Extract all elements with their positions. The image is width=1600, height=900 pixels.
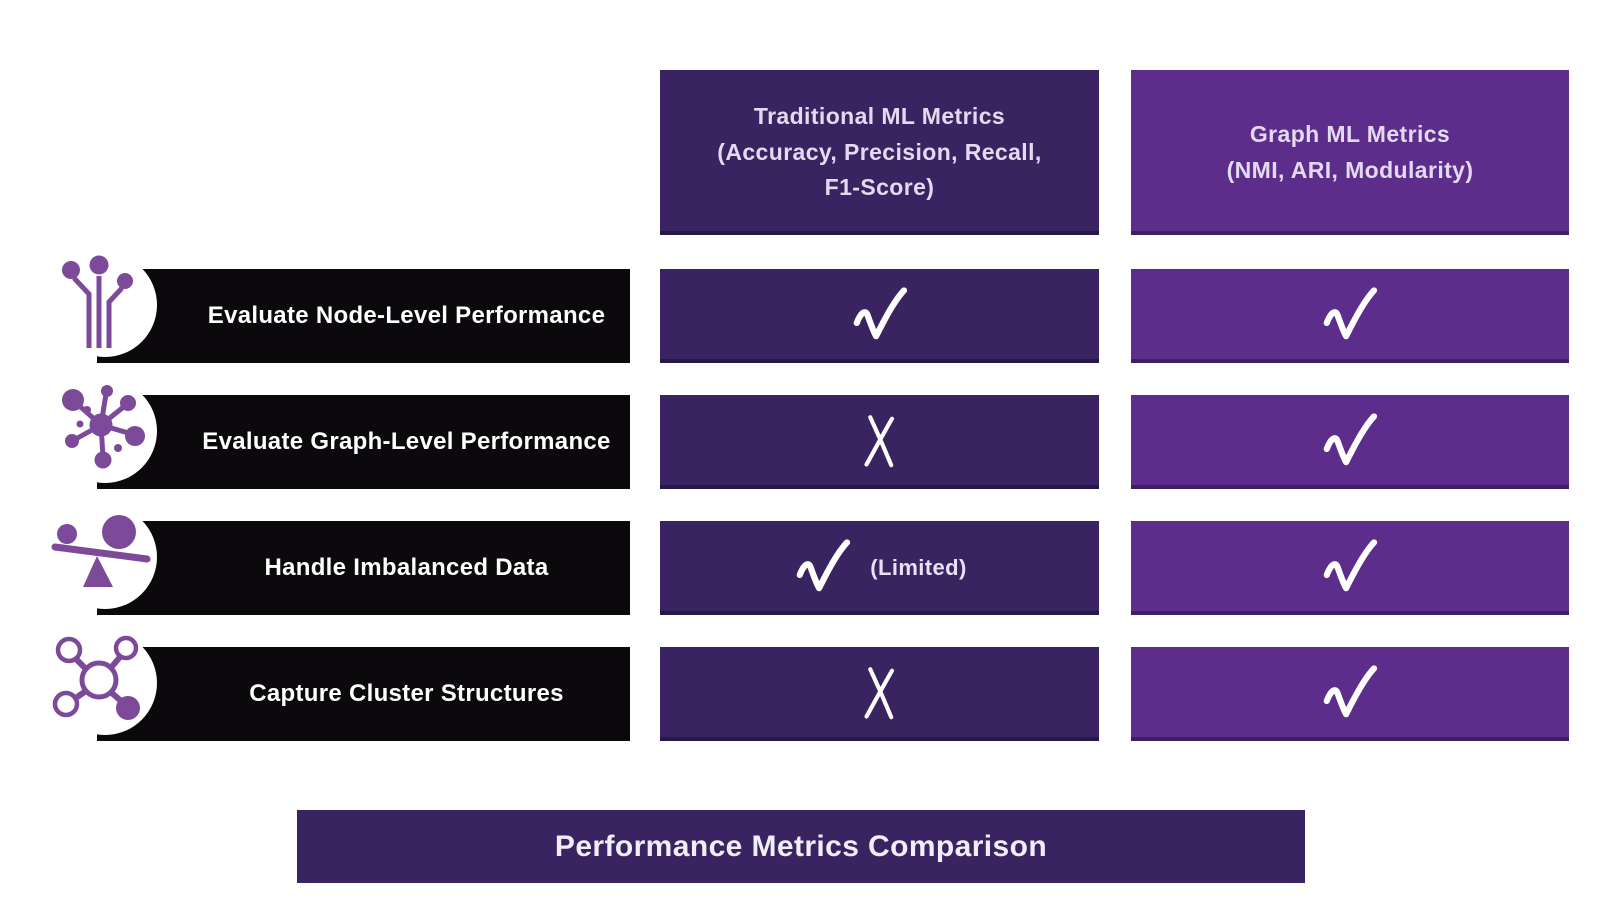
cross-icon [863, 415, 894, 468]
cell-node-level-graph [1131, 269, 1569, 363]
table-row: Capture Cluster Structures [0, 631, 1600, 741]
row-label-text: Evaluate Graph-Level Performance [202, 428, 611, 455]
cell-imbalanced-graph [1131, 521, 1569, 615]
check-icon [853, 287, 907, 340]
cell-cluster-graph [1131, 647, 1569, 741]
page-title: Performance Metrics Comparison [554, 829, 1048, 863]
check-icon [1323, 665, 1378, 718]
check-icon [1323, 539, 1378, 592]
row-label-text: Handle Imbalanced Data [264, 554, 549, 581]
cell-node-level-traditional [660, 269, 1099, 363]
check-icon [1323, 287, 1378, 340]
row-label-text: Capture Cluster Structures [249, 680, 564, 707]
row-label-imbalanced-data: Handle Imbalanced Data [51, 505, 630, 615]
network-hub-icon [51, 378, 151, 478]
balance-seesaw-icon [51, 504, 151, 604]
cell-imbalanced-traditional: (Limited) [660, 521, 1099, 615]
row-label-cluster-structures: Capture Cluster Structures [52, 631, 630, 741]
cell-graph-level-traditional [660, 395, 1099, 489]
table-row: Evaluate Graph-Level Performance [0, 379, 1600, 489]
cell-cluster-traditional [660, 647, 1099, 741]
cross-icon [863, 667, 894, 720]
row-label-graph-level: Evaluate Graph-Level Performance [53, 379, 630, 489]
row-label-text: Evaluate Node-Level Performance [207, 302, 606, 329]
cluster-molecule-icon [51, 630, 151, 730]
table-row: Handle Imbalanced Data (Limited) [0, 505, 1600, 615]
limited-note: (Limited) [870, 555, 967, 580]
table-row: Evaluate Node-Level Performance [0, 253, 1600, 363]
check-icon [796, 539, 851, 592]
row-label-node-level: Evaluate Node-Level Performance [53, 253, 630, 363]
check-icon [1323, 413, 1378, 466]
cell-graph-level-graph [1131, 395, 1569, 489]
node-pins-icon [51, 252, 151, 352]
footer-title-bar: Performance Metrics Comparison [297, 810, 1305, 883]
column-header-traditional-ml: Traditional ML Metrics (Accuracy, Precis… [660, 70, 1099, 235]
column-header-graph-ml: Graph ML Metrics (NMI, ARI, Modularity) [1131, 70, 1569, 235]
